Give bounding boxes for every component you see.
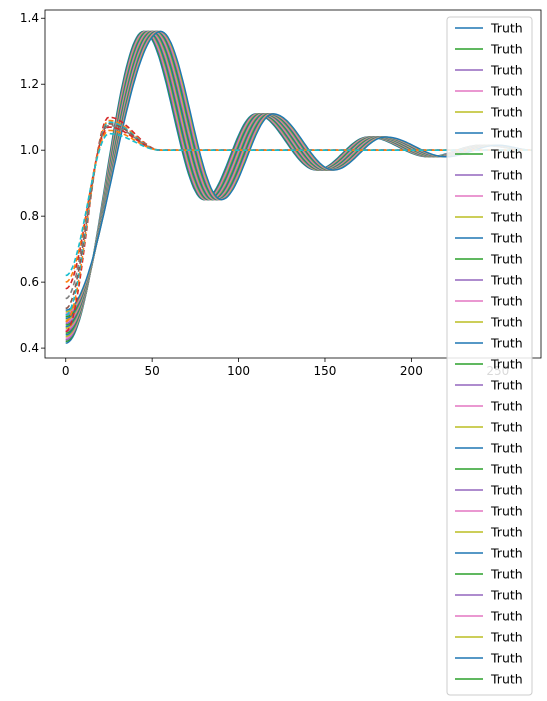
legend-label: Truth: [490, 462, 523, 477]
legend-label: Truth: [490, 525, 523, 540]
y-tick-label: 0.8: [20, 209, 39, 223]
legend: Truth Truth Truth Truth Truth Truth Truth Truth…: [447, 17, 532, 695]
legend-label: Truth: [490, 105, 523, 120]
legend-label: Truth: [490, 588, 523, 603]
legend-label: Truth: [490, 210, 523, 225]
legend-label: Truth: [490, 399, 523, 414]
legend-label: Truth: [490, 357, 523, 372]
y-tick-label: 1.4: [20, 11, 39, 25]
legend-label: Truth: [490, 546, 523, 561]
legend-label: Truth: [490, 42, 523, 57]
legend-label: Truth: [490, 231, 523, 246]
legend-label: Truth: [490, 84, 523, 99]
y-tick-label: 1.2: [20, 77, 39, 91]
legend-label: Truth: [490, 147, 523, 162]
x-tick-label: 50: [145, 364, 160, 378]
legend-label: Truth: [490, 273, 523, 288]
legend-label: Truth: [490, 126, 523, 141]
legend-label: Truth: [490, 168, 523, 183]
legend-label: Truth: [490, 336, 523, 351]
y-tick-label: 0.6: [20, 275, 39, 289]
legend-label: Truth: [490, 567, 523, 582]
legend-label: Truth: [490, 378, 523, 393]
x-tick-label: 200: [400, 364, 423, 378]
legend-label: Truth: [490, 651, 523, 666]
legend-label: Truth: [490, 63, 523, 78]
legend-label: Truth: [490, 672, 523, 687]
legend-label: Truth: [490, 504, 523, 519]
x-tick-label: 150: [314, 364, 337, 378]
legend-label: Truth: [490, 420, 523, 435]
legend-label: Truth: [490, 630, 523, 645]
legend-label: Truth: [490, 483, 523, 498]
y-tick-label: 1.0: [20, 143, 39, 157]
x-tick-label: 100: [227, 364, 250, 378]
legend-label: Truth: [490, 315, 523, 330]
legend-label: Truth: [490, 294, 523, 309]
legend-label: Truth: [490, 441, 523, 456]
x-tick-label: 0: [62, 364, 70, 378]
legend-label: Truth: [490, 189, 523, 204]
y-tick-label: 0.4: [20, 341, 39, 355]
legend-label: Truth: [490, 609, 523, 624]
legend-label: Truth: [490, 21, 523, 36]
legend-label: Truth: [490, 252, 523, 267]
